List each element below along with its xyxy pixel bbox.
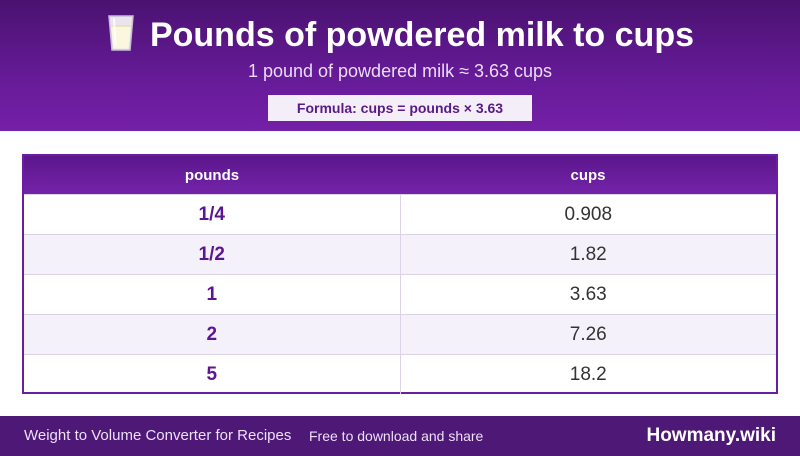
page-title-text: Pounds of powdered milk to cups (149, 16, 695, 54)
cups-cell: 1.82 (400, 234, 776, 275)
footer-share-note: Free to download and share (309, 428, 484, 444)
pounds-cell: 5 (24, 354, 401, 394)
formula-box: Formula: cups = pounds × 3.63 (268, 95, 532, 121)
column-header-cups: cups (400, 156, 776, 195)
pounds-cell: 1/2 (24, 234, 401, 275)
header-banner: Pounds of powdered milk to cups 1 pound … (0, 0, 800, 131)
footer-brand-logo[interactable]: Howmany.wiki (646, 425, 776, 446)
table-row: 2 7.26 (24, 314, 776, 355)
page-title: Pounds of powdered milk to cups (0, 14, 800, 61)
table-row: 5 18.2 (24, 354, 776, 394)
glass-of-milk-icon (106, 14, 136, 61)
cups-cell: 18.2 (400, 354, 776, 394)
footer-site-description: Weight to Volume Converter for Recipes (24, 427, 292, 444)
pounds-cell: 2 (24, 314, 401, 355)
cups-cell: 0.908 (400, 194, 776, 235)
table-row: 1/4 0.908 (24, 194, 776, 235)
conversion-table: pounds cups 1/4 0.908 1/2 1.82 1 3.63 2 … (22, 154, 778, 394)
cups-cell: 7.26 (400, 314, 776, 355)
table-header-row: pounds cups (24, 156, 776, 195)
footer-bar: Weight to Volume Converter for Recipes F… (0, 416, 800, 456)
column-header-pounds: pounds (24, 156, 400, 195)
cups-cell: 3.63 (400, 274, 776, 315)
table-row: 1/2 1.82 (24, 234, 776, 275)
table-row: 1 3.63 (24, 274, 776, 315)
conversion-subtitle: 1 pound of powdered milk ≈ 3.63 cups (247, 61, 553, 81)
pounds-cell: 1 (24, 274, 401, 315)
pounds-cell: 1/4 (24, 194, 401, 235)
